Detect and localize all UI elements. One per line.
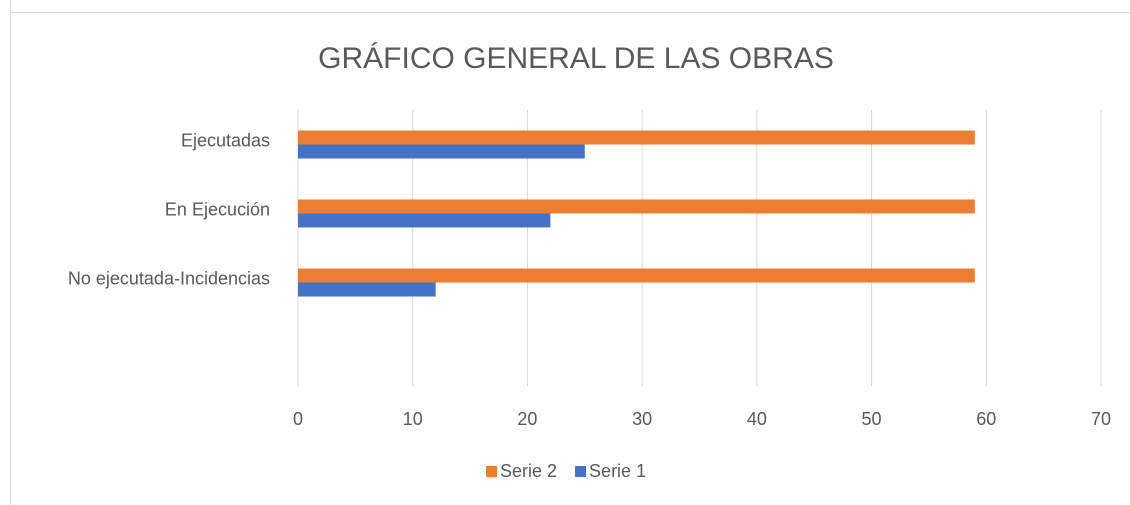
chart-title: GRÁFICO GENERAL DE LAS OBRAS [318,42,834,75]
bar [298,282,436,297]
x-tick-label: 20 [517,409,537,429]
legend-swatch [575,466,587,477]
x-tick-label: 30 [632,409,652,429]
bar [298,213,551,228]
y-tick-label: En Ejecución [165,199,270,219]
x-tick-label: 0 [293,409,303,429]
bar [298,199,975,214]
x-tick-label: 40 [747,409,767,429]
legend-label: Serie 1 [589,461,646,481]
x-tick-label: 10 [403,409,423,429]
x-tick-label: 70 [1091,409,1111,429]
legend-label: Serie 2 [500,461,557,481]
y-tick-label: No ejecutada-Incidencias [68,268,270,288]
x-tick-label: 60 [976,409,996,429]
bar [298,268,975,283]
y-tick-label: Ejecutadas [181,130,270,150]
x-tick-label: 50 [862,409,882,429]
legend-swatch [486,466,497,477]
bar [298,144,585,159]
bar [298,130,975,145]
